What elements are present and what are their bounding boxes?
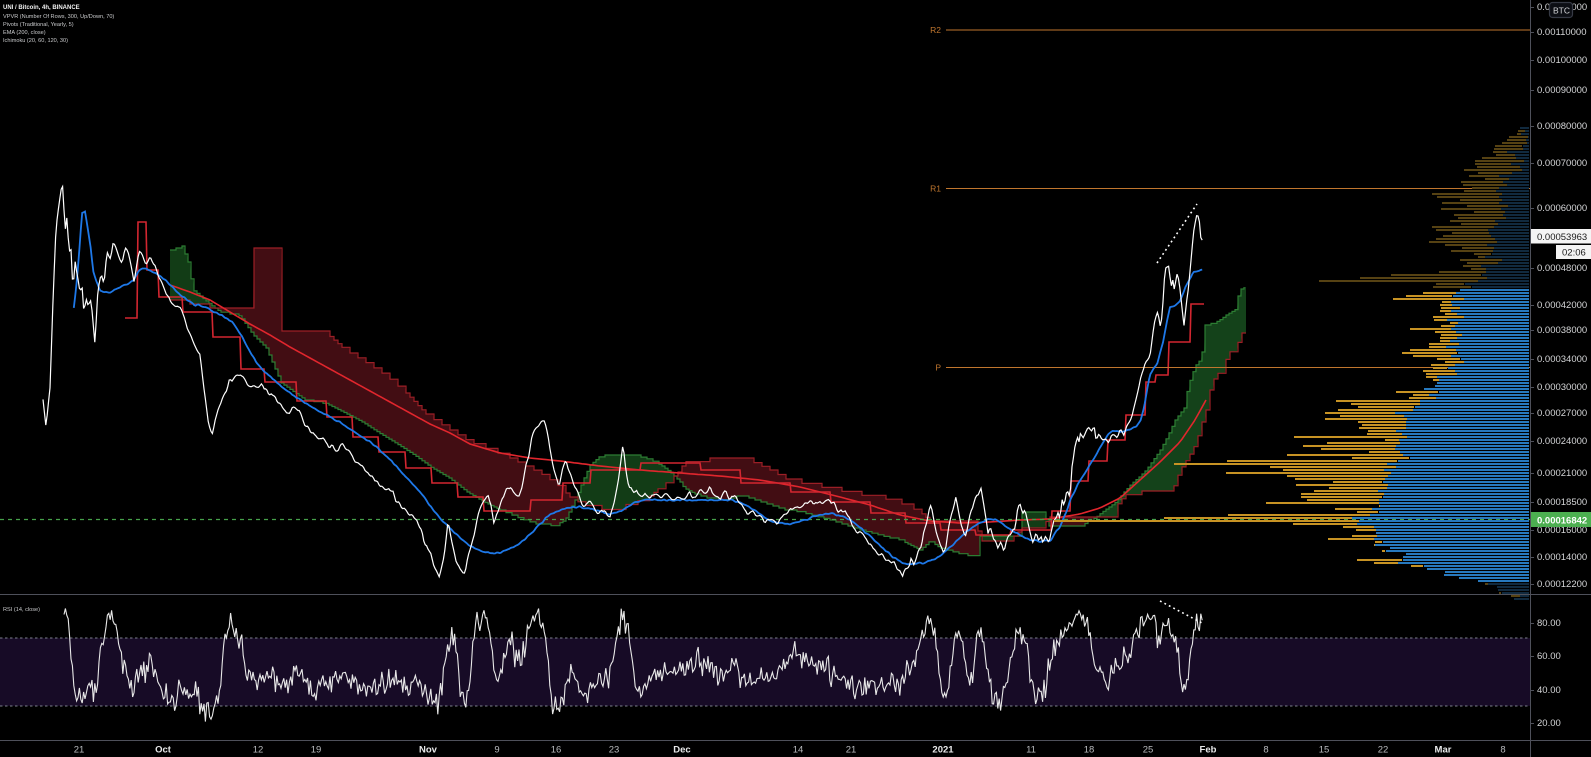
svg-text:R1: R1 [930, 184, 941, 194]
svg-text:0.00014000: 0.00014000 [1537, 552, 1587, 563]
svg-text:15: 15 [1319, 745, 1330, 756]
svg-text:18: 18 [1084, 745, 1095, 756]
svg-text:21: 21 [846, 745, 857, 756]
svg-text:25: 25 [1143, 745, 1154, 756]
svg-text:21: 21 [74, 745, 85, 756]
svg-text:11: 11 [1026, 745, 1036, 756]
svg-text:23: 23 [609, 745, 620, 756]
svg-text:22: 22 [1378, 745, 1389, 756]
svg-text:0.00038000: 0.00038000 [1537, 325, 1587, 336]
svg-text:0.00012200: 0.00012200 [1537, 579, 1587, 590]
svg-text:0.00053963: 0.00053963 [1537, 232, 1587, 243]
svg-text:60.00: 60.00 [1537, 651, 1561, 662]
svg-text:0.00030000: 0.00030000 [1537, 382, 1587, 393]
svg-text:20.00: 20.00 [1537, 718, 1561, 729]
svg-text:0.00090000: 0.00090000 [1537, 85, 1587, 96]
svg-text:Oct: Oct [155, 745, 172, 756]
svg-text:0.00048000: 0.00048000 [1537, 263, 1587, 274]
svg-text:R2: R2 [930, 25, 941, 35]
svg-text:12: 12 [253, 745, 264, 756]
svg-text:40.00: 40.00 [1537, 685, 1561, 696]
svg-text:Dec: Dec [673, 745, 690, 756]
svg-text:Mar: Mar [1435, 745, 1452, 756]
svg-text:P: P [935, 363, 941, 373]
svg-text:BTC: BTC [1553, 6, 1570, 16]
svg-text:EMA (200, close): EMA (200, close) [3, 30, 46, 36]
svg-text:Ichimoku (20, 60, 120, 30): Ichimoku (20, 60, 120, 30) [3, 38, 68, 44]
svg-text:UNI / Bitcoin, 4h, BINANCE: UNI / Bitcoin, 4h, BINANCE [3, 5, 80, 11]
svg-text:0.00016842: 0.00016842 [1537, 516, 1587, 527]
svg-text:0.00018500: 0.00018500 [1537, 497, 1587, 508]
svg-text:0.00100000: 0.00100000 [1537, 55, 1587, 66]
svg-text:16: 16 [551, 745, 562, 756]
svg-text:2021: 2021 [932, 745, 954, 756]
svg-text:0.00042000: 0.00042000 [1537, 300, 1587, 311]
svg-text:0.00070000: 0.00070000 [1537, 158, 1587, 169]
svg-text:14: 14 [793, 745, 804, 756]
svg-text:VPVR (Number Of Rows, 300, Up/: VPVR (Number Of Rows, 300, Up/Down, 70) [3, 14, 114, 20]
svg-text:0.00016000: 0.00016000 [1537, 525, 1587, 536]
svg-text:RSI (14, close): RSI (14, close) [3, 607, 40, 613]
svg-text:9: 9 [494, 745, 499, 756]
svg-text:Nov: Nov [419, 745, 438, 756]
svg-text:Feb: Feb [1200, 745, 1217, 756]
svg-text:8: 8 [1500, 745, 1505, 756]
svg-text:0.00027000: 0.00027000 [1537, 408, 1587, 419]
svg-text:0.00024000: 0.00024000 [1537, 436, 1587, 447]
svg-text:0.00021000: 0.00021000 [1537, 468, 1587, 479]
svg-text:0.00080000: 0.00080000 [1537, 121, 1587, 132]
svg-text:Pivots (Traditional, Yearly, 5: Pivots (Traditional, Yearly, 5) [3, 22, 74, 28]
svg-text:8: 8 [1263, 745, 1268, 756]
svg-text:0.00034000: 0.00034000 [1537, 354, 1587, 365]
svg-text:80.00: 80.00 [1537, 618, 1561, 629]
svg-text:0.00060000: 0.00060000 [1537, 203, 1587, 214]
svg-text:19: 19 [311, 745, 322, 756]
svg-text:0.00110000: 0.00110000 [1537, 27, 1587, 38]
svg-text:02:06: 02:06 [1562, 248, 1586, 259]
